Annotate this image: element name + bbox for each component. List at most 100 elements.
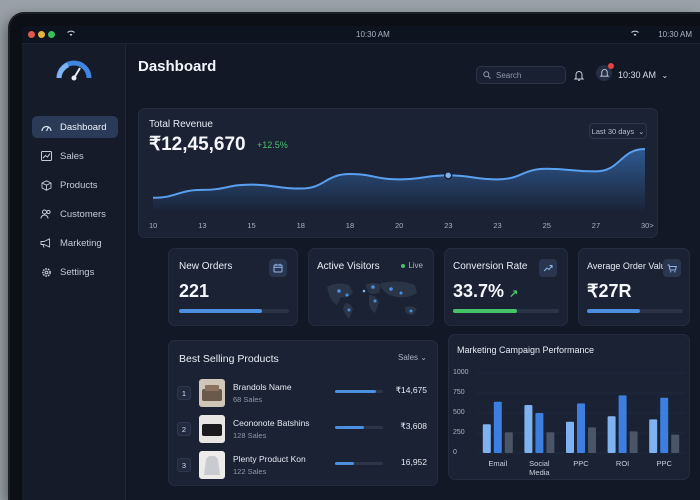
rank-badge: 1 [177, 386, 191, 400]
revenue-line [152, 147, 646, 199]
bar [649, 419, 658, 453]
conversion-progress [453, 309, 559, 313]
card-title: Active Visitors [317, 261, 380, 272]
best-selling-products-card: Best Selling Products Sales ⌄ 1 Brandols… [168, 340, 438, 486]
chevron-down-icon: ⌄ [661, 71, 669, 80]
card-title: New Orders [179, 261, 233, 272]
bar [546, 432, 555, 453]
x-tick-label: 30> [641, 221, 654, 230]
arrow-up-right-icon: ↗ [509, 288, 519, 300]
chevron-down-icon: ⌄ [638, 126, 645, 136]
card-title: Best Selling Products [179, 353, 279, 365]
product-sales: 128 Sales [233, 431, 267, 440]
bell-icon[interactable] [573, 68, 585, 86]
bar [535, 413, 544, 453]
new-orders-value: 221 [179, 281, 210, 301]
bar [577, 403, 585, 453]
new-orders-card: New Orders 221 [168, 248, 298, 326]
date-range-select[interactable]: Last 30 days ⌄ [589, 123, 647, 139]
live-label: Live [408, 261, 423, 270]
revenue-chart [152, 147, 646, 211]
bar [504, 432, 513, 453]
bar [607, 416, 616, 453]
marketing-campaign-card: Marketing Campaign Performance 0 250 500 75… [448, 334, 690, 480]
x-tick-label: 13 [198, 221, 207, 230]
live-dot-icon [401, 263, 406, 268]
x-tick-label: 23 [444, 221, 453, 230]
list-item[interactable]: 3 Plenty Product Kon 122 Sales 16,952 [177, 451, 427, 481]
bar [493, 401, 502, 453]
bar [618, 395, 627, 453]
wifi-icon [66, 29, 76, 39]
x-tick-label: 27 [591, 221, 601, 230]
average-order-value: ₹27R [587, 281, 632, 301]
sales-filter-select[interactable]: Sales ⌄ [398, 353, 427, 362]
gear-icon [40, 266, 52, 278]
x-tick-label: 23 [493, 221, 502, 230]
revenue-value: ₹12,45,670 [149, 134, 246, 155]
search-input[interactable]: Search [476, 66, 566, 84]
maximize-window-button[interactable] [48, 31, 55, 38]
revenue-highlight-point [443, 171, 453, 180]
new-orders-progress [179, 309, 289, 313]
list-item[interactable]: 2 Ceononote Batshins 128 Sales ₹3,608 [177, 415, 427, 445]
cart-icon [663, 259, 681, 277]
menubar-time: 10:30 AM [658, 30, 692, 39]
minimize-window-button[interactable] [38, 31, 45, 38]
category-label: PPC [573, 459, 589, 468]
bar [482, 424, 491, 453]
bar [524, 405, 533, 453]
conversion-rate-card: Conversion Rate 33.7% ↗ [444, 248, 568, 326]
product-sales: 68 Sales [233, 395, 263, 404]
aov-progress [587, 309, 683, 313]
product-sales-bar [335, 426, 383, 429]
sidebar-item-dashboard[interactable]: Dashboard [32, 116, 118, 138]
bar [671, 434, 680, 453]
product-name: Brandols Name [233, 382, 292, 392]
users-icon [40, 208, 52, 220]
close-window-button[interactable] [28, 31, 35, 38]
page-title: Dashboard [138, 58, 217, 75]
product-sales: 122 Sales [233, 467, 267, 476]
trend-up-icon [539, 259, 557, 277]
marketing-bar-chart [477, 372, 685, 454]
sidebar-item-settings[interactable]: Settings [32, 261, 118, 283]
x-tick-label: 10 [149, 221, 158, 230]
calendar-icon [269, 259, 287, 277]
app-window: 10:30 AM 10:30 AM Dashboard Sales [22, 26, 700, 500]
header-time-menu[interactable]: 10:30 AM ⌄ [618, 70, 668, 80]
revenue-change: +12.5% [257, 140, 288, 150]
card-title: Conversion Rate [453, 261, 528, 272]
sidebar-item-marketing[interactable]: Marketing [32, 232, 118, 254]
total-revenue-card: Total Revenue ₹12,45,670 +12.5% Last 30 … [138, 108, 658, 238]
bar [566, 421, 574, 453]
y-tick-label: 750 [453, 389, 465, 396]
card-title: Marketing Campaign Performance [457, 345, 595, 355]
sidebar-item-label: Customers [60, 208, 106, 220]
x-tick-label: 25 [542, 221, 551, 230]
world-map-icon [327, 281, 417, 319]
sidebar-item-customers[interactable]: Customers [32, 203, 118, 225]
notification-button[interactable] [596, 63, 614, 81]
sidebar-item-sales[interactable]: Sales [32, 145, 118, 167]
sidebar-item-label: Settings [60, 266, 95, 278]
sidebar-item-products[interactable]: Products [32, 174, 118, 196]
title-bar: 10:30 AM 10:30 AM [22, 26, 700, 44]
date-range-value: Last 30 days [591, 126, 635, 136]
bar [588, 427, 596, 453]
product-revenue: ₹3,608 [400, 421, 427, 431]
search-icon [483, 71, 491, 79]
y-tick-label: 0 [453, 449, 457, 456]
card-title: Average Order Value [587, 261, 671, 271]
sidebar-item-label: Products [60, 179, 98, 191]
box-icon [40, 179, 52, 191]
sidebar-item-label: Dashboard [60, 121, 107, 133]
list-item[interactable]: 1 Brandols Name 68 Sales ₹14,675 [177, 379, 427, 409]
x-tick-label: 15 [247, 221, 256, 230]
sidebar-item-label: Sales [60, 150, 84, 162]
sales-filter-value: Sales [398, 353, 419, 362]
category-label: PPC [656, 459, 672, 468]
sidebar-item-label: Marketing [60, 237, 102, 249]
product-sales-bar [335, 462, 383, 465]
y-tick-label: 1000 [453, 369, 469, 376]
